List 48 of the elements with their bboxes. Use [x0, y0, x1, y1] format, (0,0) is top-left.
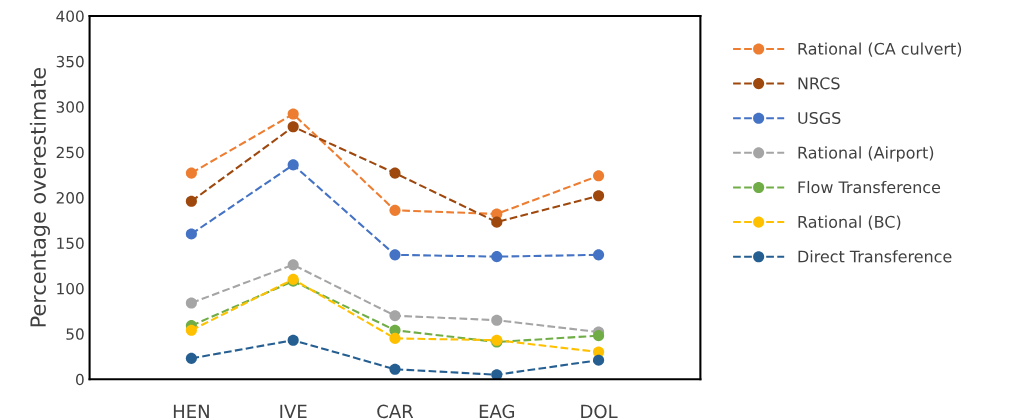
y-tick-label: 100 — [57, 282, 84, 295]
legend-label: NRCS — [798, 77, 840, 90]
x-tick-label: EAG — [479, 404, 515, 419]
y-tick-label: 350 — [56, 55, 84, 68]
legend-label: Rational (Airport) — [798, 146, 934, 162]
point — [185, 352, 197, 364]
point — [389, 204, 401, 216]
x-tick-label: CAR — [377, 404, 414, 419]
point — [389, 332, 401, 344]
point — [185, 167, 197, 179]
x-tick-label: IVE — [280, 404, 307, 418]
legend-label: USGS — [798, 111, 841, 125]
point — [389, 310, 401, 322]
legend-label: Rational (BC) — [798, 215, 901, 230]
y-tick-label: 50 — [66, 328, 84, 340]
point — [185, 297, 197, 309]
y-tick-label: 0 — [76, 373, 84, 386]
point — [491, 369, 503, 380]
point — [389, 249, 401, 261]
y-tick-label: 150 — [57, 237, 84, 250]
point — [491, 251, 503, 263]
point — [593, 170, 605, 182]
y-tick-label: 400 — [56, 10, 84, 22]
point — [185, 195, 197, 207]
point — [593, 330, 605, 342]
point — [491, 216, 503, 228]
legend-label: Flow Transference — [798, 180, 941, 194]
y-tick-label: 200 — [56, 192, 84, 204]
point — [185, 324, 197, 336]
y-axis-title: Percentage overestimate — [29, 67, 51, 327]
point — [287, 334, 299, 346]
point — [287, 159, 299, 171]
point — [593, 354, 605, 366]
point — [185, 228, 197, 240]
point — [389, 363, 401, 375]
point — [593, 249, 605, 261]
point — [287, 121, 299, 133]
point — [287, 259, 299, 271]
legend-label: Direct Transference — [798, 250, 952, 263]
x-tick-label: HEN — [173, 404, 209, 418]
point — [593, 190, 605, 202]
point — [491, 314, 503, 326]
y-tick-label: 250 — [56, 146, 84, 159]
point — [389, 167, 401, 179]
x-tick-label: DOL — [581, 404, 618, 419]
point — [287, 108, 299, 120]
legend-label: Rational (CA culvert) — [798, 42, 962, 57]
y-tick-label: 300 — [56, 101, 84, 113]
